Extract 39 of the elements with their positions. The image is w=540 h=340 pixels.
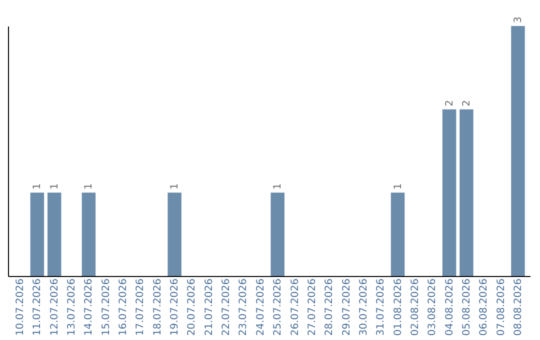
x-tick-label: 01.08.2026 — [392, 278, 404, 336]
data-label: 1 — [32, 183, 44, 190]
x-tick-label: 12.07.2026 — [49, 278, 60, 336]
x-tick-label: 04.08.2026 — [444, 278, 456, 336]
x-tick-label: 02.08.2026 — [410, 278, 421, 336]
x-tick-label: 21.07.2026 — [204, 278, 215, 336]
data-label: 2 — [444, 100, 456, 106]
x-tick-label: 27.07.2026 — [306, 278, 318, 336]
data-label: 1 — [392, 183, 404, 190]
x-tick-label: 20.07.2026 — [186, 278, 198, 336]
x-tick-label: 08.08.2026 — [512, 278, 524, 336]
data-label: 1 — [170, 183, 181, 190]
x-tick-label: 19.07.2026 — [170, 278, 181, 336]
x-tick-label: 11.07.2026 — [32, 278, 44, 336]
x-tick-label: 25.07.2026 — [272, 278, 284, 336]
x-tick-label: 26.07.2026 — [290, 278, 301, 336]
x-tick-label: 07.08.2026 — [496, 278, 507, 336]
x-tick-label: 31.07.2026 — [376, 278, 387, 336]
x-tick-label: 10.07.2026 — [15, 278, 26, 336]
x-tick-label: 17.07.2026 — [135, 278, 146, 336]
data-label: 2 — [461, 100, 472, 106]
x-tick-label: 22.07.2026 — [221, 278, 232, 336]
x-tick-label: 03.08.2026 — [427, 278, 438, 336]
x-tick-label: 06.08.2026 — [478, 278, 490, 336]
x-tick-label: 18.07.2026 — [152, 278, 164, 336]
x-tick-label: 24.07.2026 — [255, 278, 266, 336]
x-tick-label: 30.07.2026 — [358, 278, 370, 336]
data-label: 1 — [272, 183, 284, 190]
x-tick-label: 14.07.2026 — [84, 278, 95, 336]
x-tick-label: 16.07.2026 — [118, 278, 130, 336]
x-tick-label: 15.07.2026 — [100, 278, 112, 336]
data-label: 3 — [512, 16, 524, 23]
data-label: 1 — [49, 183, 60, 190]
x-tick-label: 28.07.2026 — [324, 278, 336, 336]
x-tick-label: 05.08.2026 — [461, 278, 472, 336]
x-tick-label: 29.07.2026 — [341, 278, 352, 336]
data-label: 1 — [84, 183, 95, 190]
x-tick-label: 23.07.2026 — [238, 278, 250, 336]
x-tick-label: 13.07.2026 — [66, 278, 78, 336]
